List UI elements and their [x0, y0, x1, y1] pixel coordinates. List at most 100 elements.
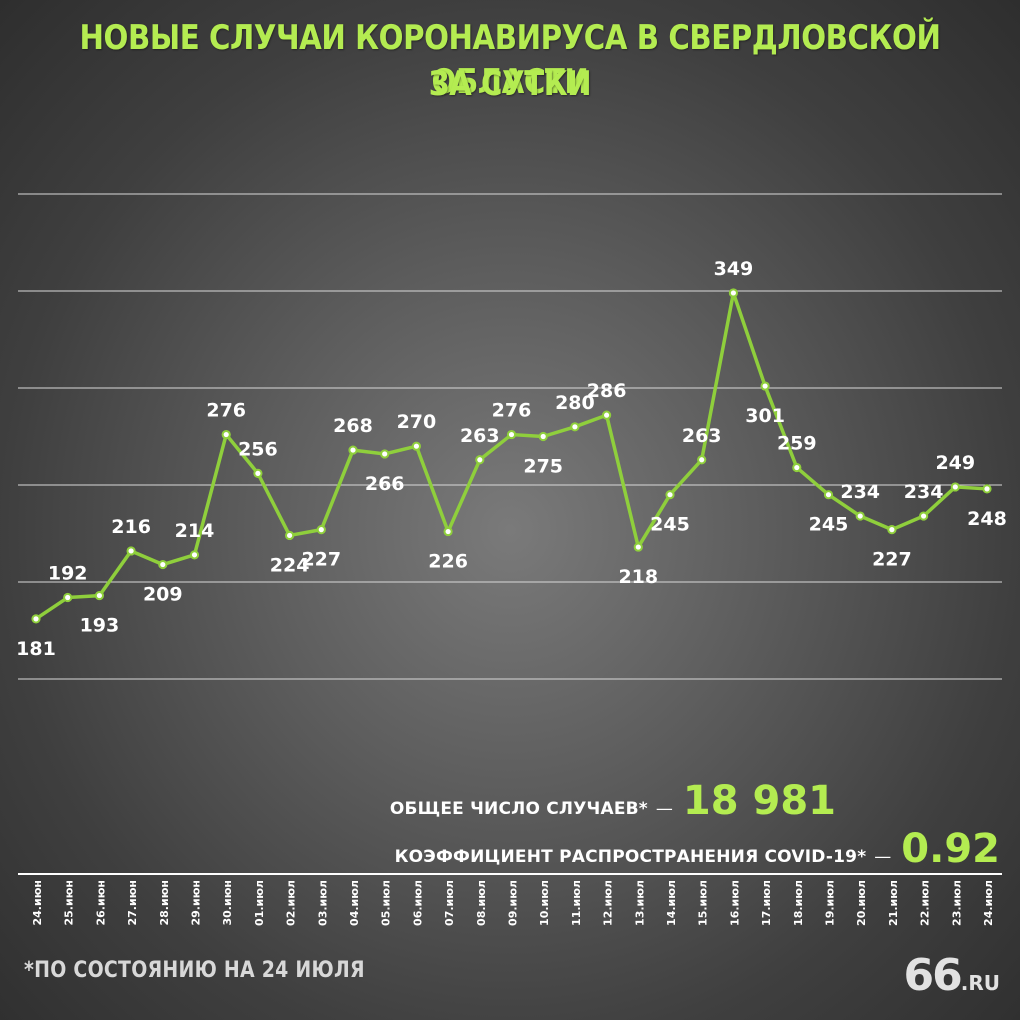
data-label: 263	[682, 425, 722, 447]
data-label: 256	[238, 438, 278, 460]
brand-logo: 66.RU	[904, 950, 1000, 1001]
x-tick-label: 27.июн	[126, 880, 139, 926]
x-tick-label: 18.июл	[792, 880, 805, 926]
data-label: 245	[650, 514, 690, 536]
data-point	[823, 490, 834, 500]
data-point	[887, 525, 897, 535]
data-label: 227	[301, 549, 341, 571]
data-label: 263	[460, 425, 500, 447]
x-tick-label: 07.июл	[443, 880, 456, 926]
data-point	[538, 431, 548, 442]
x-tick-label: 17.июл	[760, 880, 773, 926]
data-point	[31, 614, 41, 624]
data-point	[126, 546, 136, 556]
spread-rate-value: 0.92	[901, 826, 1000, 872]
data-label: 249	[935, 452, 975, 474]
data-point	[570, 422, 580, 432]
spread-rate-dash: —	[874, 847, 892, 867]
data-label: 181	[16, 638, 56, 660]
x-tick-label: 26.июн	[94, 880, 107, 926]
data-label: 349	[714, 258, 754, 280]
spread-rate-summary: КОЭФФИЦИЕНТ РАСПРОСТРАНЕНИЯ COVID-19* — …	[395, 826, 1000, 872]
data-label: 234	[840, 481, 880, 503]
data-point	[348, 445, 358, 455]
data-point	[189, 550, 200, 560]
data-label: 276	[492, 400, 532, 422]
data-point	[158, 559, 168, 570]
data-label: 276	[206, 400, 246, 422]
data-label: 259	[777, 433, 817, 455]
data-point	[411, 441, 421, 451]
x-tick-label: 03.июл	[316, 880, 329, 926]
x-tick-label: 30.июн	[221, 880, 234, 926]
total-cases-dash: —	[655, 799, 673, 819]
logo-number: 66	[903, 950, 963, 1001]
x-tick-label: 29.июн	[190, 880, 203, 926]
data-label: 275	[523, 456, 563, 478]
data-label: 286	[587, 380, 627, 402]
data-point	[506, 429, 517, 440]
data-point	[94, 590, 105, 601]
data-point	[475, 455, 485, 465]
data-point	[728, 288, 739, 298]
x-tick-label: 22.июл	[919, 880, 932, 926]
x-tick-label: 10.июл	[538, 880, 551, 926]
x-tick-label: 09.июл	[507, 880, 520, 926]
data-point	[919, 511, 929, 521]
x-tick-label: 01.июл	[253, 880, 266, 926]
data-point	[380, 449, 390, 459]
x-tick-label: 19.июл	[824, 880, 837, 926]
x-tick-label: 25.июн	[63, 880, 76, 926]
data-point	[63, 592, 73, 603]
data-label: 301	[745, 405, 785, 427]
logo-domain: .RU	[960, 971, 1000, 995]
data-point	[253, 468, 263, 478]
spread-rate-label: КОЭФФИЦИЕНТ РАСПРОСТРАНЕНИЯ COVID-19*	[394, 847, 867, 867]
chart-title-line2: ЗА СУТКИ	[428, 64, 592, 104]
x-tick-label: 12.июл	[602, 880, 615, 926]
data-point	[285, 530, 295, 541]
data-point	[792, 462, 802, 473]
data-label: 248	[967, 508, 1007, 530]
x-tick-label: 24.июн	[31, 880, 44, 926]
x-tick-label: 24.июл	[982, 880, 995, 926]
total-cases-summary: ОБЩЕЕ ЧИСЛО СЛУЧАЕВ* — 18 981	[390, 778, 836, 824]
data-label: 216	[111, 516, 151, 538]
series-line	[35, 291, 988, 621]
x-tick-label: 06.июл	[411, 880, 424, 926]
x-tick-label: 16.июл	[728, 880, 741, 926]
x-tick-label: 15.июл	[697, 880, 710, 926]
x-tick-label: 23.июл	[950, 880, 963, 926]
x-tick-label: 02.июл	[285, 880, 298, 926]
data-point	[760, 381, 770, 391]
x-tick-label: 11.июл	[570, 880, 583, 926]
x-tick-label: 08.июл	[475, 880, 488, 926]
data-label: 218	[618, 566, 658, 588]
total-cases-label: ОБЩЕЕ ЧИСЛО СЛУЧАЕВ*	[389, 799, 648, 819]
data-point	[221, 429, 231, 440]
x-tick-label: 28.июн	[158, 880, 171, 926]
data-label: 266	[365, 473, 405, 495]
footnote: *ПО СОСТОЯНИЮ НА 24 ИЮЛЯ	[24, 958, 365, 983]
data-label: 270	[397, 411, 437, 433]
data-label: 280	[555, 392, 595, 414]
x-tick-label: 04.июл	[348, 880, 361, 926]
data-label: 268	[333, 415, 373, 437]
data-point	[982, 484, 992, 494]
data-label: 226	[428, 551, 468, 573]
x-tick-label: 05.июл	[380, 880, 393, 926]
data-point	[665, 490, 675, 500]
data-label: 214	[175, 520, 215, 542]
data-label: 227	[872, 549, 912, 571]
x-tick-label: 20.июл	[855, 880, 868, 926]
total-cases-value: 18 981	[682, 778, 836, 824]
data-label: 193	[80, 615, 120, 637]
data-point	[633, 542, 643, 552]
data-point	[602, 410, 612, 420]
data-label: 234	[904, 481, 944, 503]
data-point	[697, 455, 707, 465]
chart-title-line1: НОВЫЕ СЛУЧАИ КОРОНАВИРУСА В СВЕРДЛОВСКОЙ…	[79, 18, 941, 102]
data-point	[316, 525, 326, 535]
x-tick-label: 14.июл	[665, 880, 678, 926]
